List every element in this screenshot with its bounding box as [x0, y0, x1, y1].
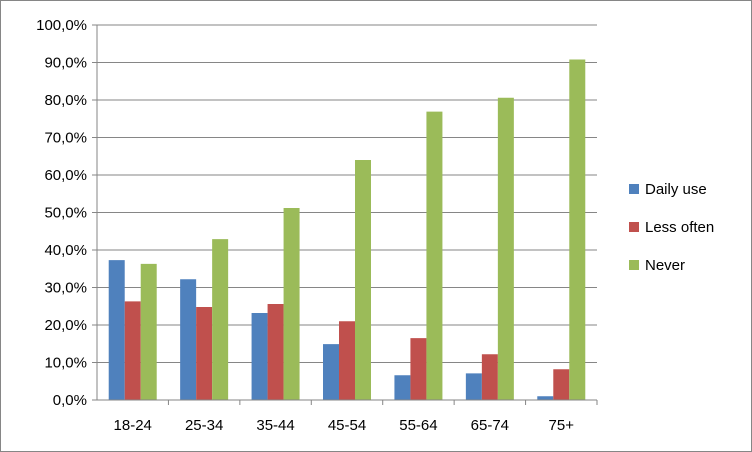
legend-label: Less often [645, 219, 714, 236]
y-tick-label: 80,0% [44, 92, 87, 109]
y-tick-label: 20,0% [44, 317, 87, 334]
y-tick-label: 0,0% [53, 392, 87, 409]
legend-label: Daily use [645, 181, 707, 198]
bar-never-75+ [569, 59, 586, 400]
bar-daily-use-35-44 [251, 313, 268, 400]
x-tick-labels: 18-24 25-34 35-44 45-54 55-64 65-74 75+ [114, 417, 575, 434]
x-tick-label: 35-44 [256, 417, 294, 434]
y-tick-label: 90,0% [44, 55, 87, 72]
bar-less-often-25-34 [196, 307, 213, 400]
x-tick-label: 25-34 [185, 417, 223, 434]
bar-never-45-54 [355, 160, 371, 400]
legend-swatch [629, 222, 639, 232]
legend: Daily use Less often Never [629, 181, 714, 274]
bar-daily-use-65-74 [465, 373, 482, 400]
legend-label: Never [645, 257, 685, 274]
y-tick-labels: 0,0% 10,0% 20,0% 30,0% 40,0% 50,0% 60,0% 70,0% 8… [36, 17, 87, 409]
legend-swatch [629, 184, 639, 194]
gridlines [97, 24, 597, 363]
bar-daily-use-25-34 [180, 279, 197, 400]
bar-never-35-44 [283, 208, 300, 400]
bar-never-18-24 [140, 263, 157, 400]
bar-daily-use-75+ [537, 396, 554, 400]
y-tick-label: 60,0% [44, 167, 87, 184]
bar-daily-use-18-24 [108, 260, 125, 400]
bar-less-often-18-24 [124, 301, 141, 400]
x-tick-label: 55-64 [399, 417, 437, 434]
bar-daily-use-45-54 [323, 344, 339, 400]
y-tick-label: 70,0% [44, 130, 87, 147]
y-tick-label: 100,0% [36, 17, 87, 34]
legend-swatch [629, 260, 639, 270]
y-tick-label: 40,0% [44, 242, 87, 259]
bar-less-often-55-64 [410, 338, 427, 400]
x-tick-label: 45-54 [328, 417, 366, 434]
y-tick-label: 30,0% [44, 280, 87, 297]
bar-less-often-45-54 [339, 321, 355, 400]
axes [92, 24, 598, 405]
x-tick-label: 75+ [549, 417, 575, 434]
bar-never-55-64 [426, 111, 443, 400]
y-tick-label: 10,0% [44, 355, 87, 372]
bar-daily-use-55-64 [394, 375, 411, 400]
x-tick-label: 18-24 [114, 417, 152, 434]
bars [108, 59, 586, 400]
bar-never-25-34 [212, 239, 229, 400]
x-tick-label: 65-74 [471, 417, 509, 434]
bar-less-often-75+ [553, 369, 570, 400]
bar-never-65-74 [497, 97, 514, 400]
y-tick-label: 50,0% [44, 205, 87, 222]
bar-less-often-35-44 [267, 304, 284, 400]
bar-less-often-65-74 [481, 354, 498, 400]
